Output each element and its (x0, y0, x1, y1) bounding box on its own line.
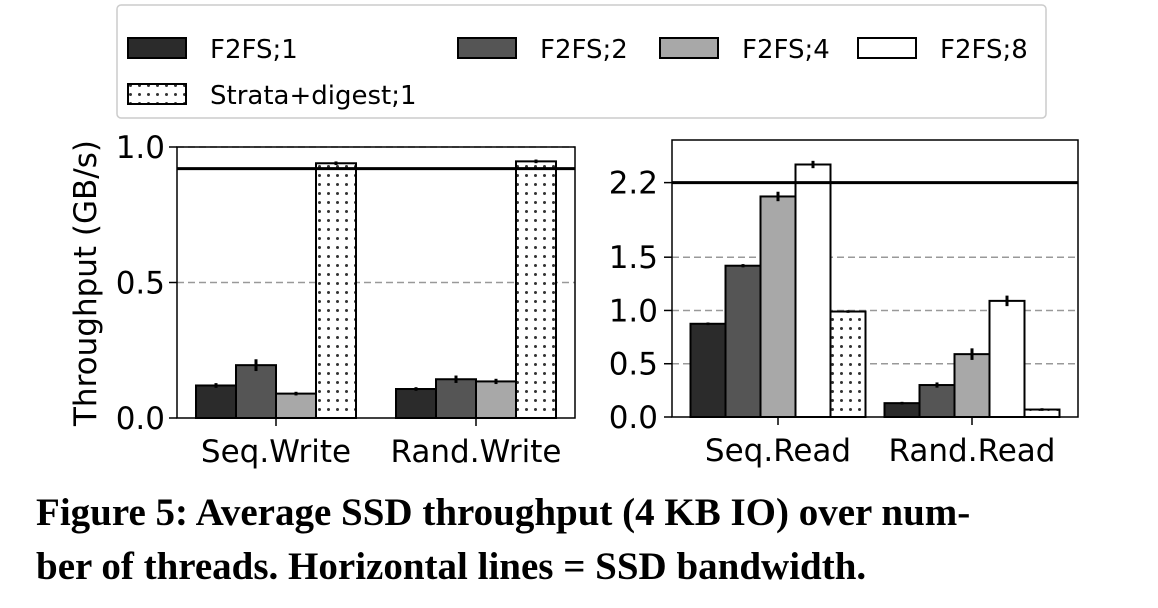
bar (794, 163, 832, 418)
y-tick-label: 2.2 (609, 166, 658, 202)
legend: F2FS;1 F2FS;2 F2FS;4 F2FS;8 Strata+digest;1 (116, 4, 1047, 119)
bar (275, 392, 317, 419)
bar (883, 402, 921, 418)
x-tick-label: Rand.Read (889, 433, 1056, 469)
legend-label: F2FS;8 (940, 35, 1028, 65)
y-tick-label: 1.5 (609, 240, 658, 276)
caption-line-1: Figure 5: Average SSD throughput (4 KB I… (36, 491, 971, 534)
bar (953, 353, 991, 418)
y-tick-label: 0.0 (609, 400, 658, 436)
x-tick-label: Seq.Read (705, 433, 851, 469)
bar (988, 299, 1026, 418)
y-tick-label: 0.5 (609, 347, 658, 383)
legend-swatch (127, 83, 187, 105)
legend-swatch (457, 37, 517, 59)
bar (235, 364, 277, 419)
y-tick-label: 0.0 (116, 401, 165, 437)
axes-frame (671, 139, 1079, 418)
read-chart: Seq.Read Rand.Read 0.0 0.5 1.0 1.5 2.2 (609, 139, 1079, 469)
legend-frame (116, 4, 1047, 119)
bar (689, 322, 727, 418)
legend-label: F2FS;2 (540, 35, 628, 65)
y-tick-label: 1.0 (609, 293, 658, 329)
bar (515, 160, 557, 419)
legend-swatch (857, 37, 917, 59)
legend-label: F2FS;4 (742, 35, 830, 65)
legend-swatch (659, 37, 719, 59)
bar (759, 195, 797, 418)
legend-label: Strata+digest;1 (210, 81, 417, 111)
write-chart: Seq.Write Rand.Write 0.0 0.5 1.0 Throughput (… (68, 130, 576, 470)
y-axis-label: Throughput (GB/s) (68, 140, 104, 427)
bar (395, 388, 437, 419)
bar (724, 264, 762, 419)
bar (829, 310, 867, 418)
bar (435, 378, 477, 420)
bar (315, 162, 357, 419)
x-tick-label: Seq.Write (201, 434, 351, 470)
figure-caption: Figure 5: Average SSD throughput (4 KB I… (36, 486, 1146, 594)
bar (918, 384, 956, 418)
legend-label: F2FS;1 (210, 35, 298, 65)
caption-line-2: ber of threads. Horizontal lines = SSD b… (36, 545, 867, 588)
x-tick-label: Rand.Write (391, 434, 562, 470)
bar (195, 384, 237, 420)
legend-swatch (127, 37, 187, 59)
bar (475, 380, 517, 420)
y-tick-label: 0.5 (116, 266, 165, 302)
y-tick-label: 1.0 (116, 130, 165, 166)
